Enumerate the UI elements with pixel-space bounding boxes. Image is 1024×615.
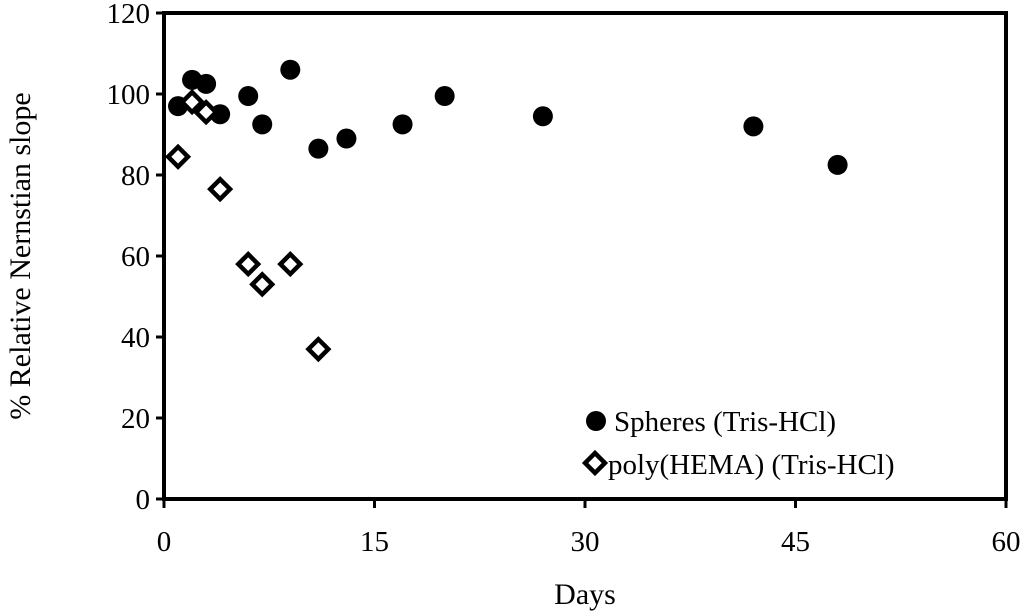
- x-axis-tick-labels: 0 15 30 45 60: [157, 526, 1021, 558]
- legend-label-polyhema: poly(HEMA) (Tris-HCl): [608, 449, 895, 481]
- y-tick-label: 0: [136, 484, 151, 516]
- polyhema-point: [178, 89, 206, 116]
- x-axis-ticks: [162, 499, 1008, 508]
- y-tick-label: 80: [121, 160, 150, 192]
- y-axis-tick-labels: 0 20 40 60 80 100 120: [107, 0, 151, 516]
- spheres-point: [827, 154, 848, 175]
- spheres-point: [434, 86, 455, 107]
- x-tick-label: 30: [571, 526, 600, 558]
- y-tick-label: 20: [121, 403, 150, 435]
- spheres-point: [392, 114, 413, 135]
- y-tick-label: 60: [121, 241, 150, 273]
- x-axis-label: Days: [554, 578, 616, 611]
- spheres-point: [280, 59, 301, 80]
- legend-marker-spheres: [586, 411, 606, 431]
- y-tick-label: 40: [121, 322, 150, 354]
- spheres-point: [196, 73, 217, 94]
- legend: Spheres (Tris-HCl) poly(HEMA) (Tris-HCl): [581, 406, 895, 481]
- spheres-point: [743, 116, 764, 137]
- spheres-point: [336, 128, 357, 149]
- x-tick-label: 60: [992, 526, 1021, 558]
- polyhema-point: [235, 251, 262, 278]
- x-tick-label: 45: [781, 526, 810, 558]
- polyhema-point: [277, 251, 304, 278]
- spheres-point: [252, 114, 273, 135]
- y-axis-label: % Relative Nernstian slope: [4, 92, 37, 419]
- polyhema-point: [193, 99, 220, 126]
- legend-marker-polyhema: [581, 449, 609, 477]
- y-tick-label: 100: [107, 79, 151, 111]
- x-tick-label: 0: [157, 526, 172, 558]
- y-tick-label: 120: [107, 0, 151, 30]
- polyhema-point: [207, 176, 234, 203]
- spheres-point: [532, 106, 553, 127]
- x-tick-label: 15: [360, 526, 389, 558]
- polyhema-point: [249, 271, 276, 298]
- legend-label-spheres: Spheres (Tris-HCl): [614, 406, 836, 438]
- polyhema-point: [164, 143, 192, 170]
- spheres-point: [238, 86, 259, 107]
- spheres-point: [308, 138, 329, 159]
- data-points: [164, 59, 848, 363]
- polyhema-point: [305, 336, 332, 363]
